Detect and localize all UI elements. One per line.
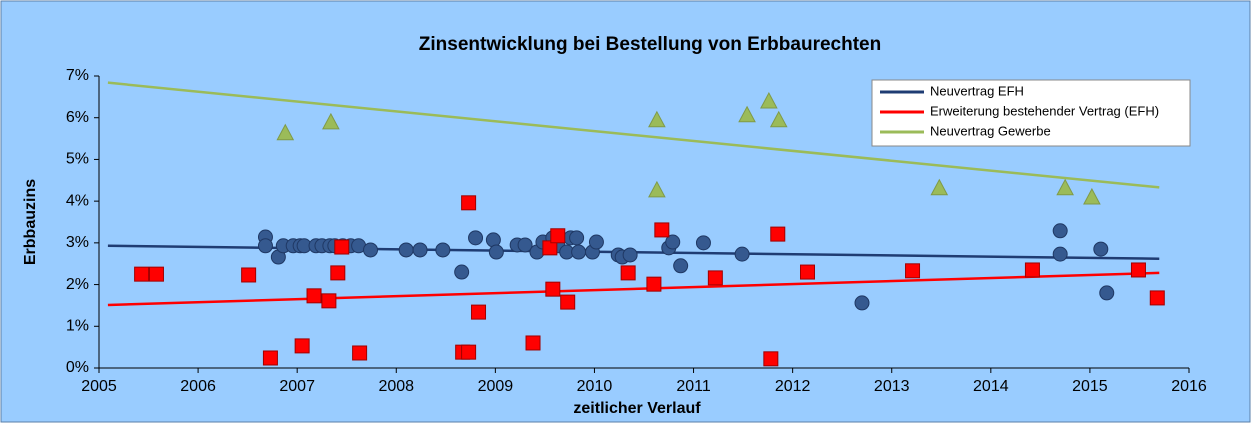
point	[620, 265, 636, 281]
y-tick-label: 7%	[66, 67, 89, 84]
point	[1083, 187, 1101, 205]
legend-label: Erweiterung bestehender Vertrag (EFH)	[930, 103, 1159, 118]
point	[1099, 285, 1115, 301]
point	[707, 270, 723, 286]
trend-line	[107, 81, 1160, 189]
point	[569, 230, 585, 246]
point	[322, 112, 340, 130]
point	[468, 230, 484, 246]
point	[330, 265, 346, 281]
point	[588, 234, 604, 250]
point	[435, 242, 451, 258]
point	[1093, 241, 1109, 257]
point	[550, 228, 566, 244]
point	[241, 267, 257, 283]
point	[1052, 246, 1068, 262]
point	[673, 258, 689, 274]
point	[648, 110, 666, 128]
point	[695, 235, 711, 251]
point	[352, 345, 368, 361]
point	[622, 247, 638, 263]
chart-title: Zinsentwicklung bei Bestellung von Erbba…	[419, 34, 881, 55]
legend-label: Neuvertrag EFH	[930, 83, 1024, 98]
y-tick-label: 2%	[66, 276, 89, 293]
point	[321, 293, 337, 309]
x-tick-label: 2012	[775, 378, 811, 395]
point	[471, 304, 487, 320]
point	[257, 238, 273, 254]
x-tick-label: 2010	[577, 378, 613, 395]
point	[294, 338, 310, 354]
point	[930, 178, 949, 196]
point	[545, 281, 561, 297]
y-axis-label: Erbbauzins	[22, 179, 39, 265]
point	[1056, 178, 1074, 196]
point	[560, 294, 576, 310]
point	[148, 266, 164, 282]
point	[648, 180, 666, 198]
point	[854, 295, 870, 311]
point	[262, 350, 278, 366]
point	[646, 276, 662, 292]
point	[654, 222, 670, 238]
point	[398, 242, 414, 258]
x-tick-label: 2005	[81, 378, 117, 395]
legend-label: Neuvertrag Gewerbe	[930, 123, 1051, 138]
point	[461, 195, 477, 211]
trend-line	[107, 271, 1160, 307]
x-axis-label: zeitlicher Verlauf	[573, 400, 701, 417]
point	[1149, 290, 1165, 306]
point	[770, 226, 786, 242]
x-tick-label: 2008	[378, 378, 414, 395]
point	[488, 244, 504, 260]
x-tick-label: 2013	[874, 378, 910, 395]
point	[1052, 223, 1068, 239]
point	[1024, 262, 1040, 278]
point	[454, 264, 470, 280]
point	[1130, 262, 1146, 278]
x-tick-label: 2007	[279, 378, 315, 395]
point	[517, 237, 533, 253]
x-tick-label: 2011	[676, 378, 711, 395]
point	[665, 234, 681, 250]
point	[525, 335, 541, 351]
point	[412, 242, 428, 258]
x-tick-label: 2006	[180, 378, 216, 395]
x-tick-label: 2009	[478, 378, 514, 395]
x-tick-label: 2016	[1171, 378, 1207, 395]
y-tick-label: 1%	[66, 318, 89, 335]
x-tick-label: 2015	[1072, 378, 1108, 395]
point	[571, 244, 587, 260]
y-tick-label: 5%	[66, 151, 89, 168]
point	[763, 351, 779, 367]
y-tick-label: 0%	[66, 359, 89, 376]
point	[905, 263, 921, 279]
point	[800, 264, 815, 280]
point	[134, 266, 150, 282]
point	[734, 246, 750, 262]
point	[760, 91, 778, 109]
y-tick-label: 3%	[66, 234, 89, 251]
y-tick-label: 4%	[66, 192, 89, 209]
point	[334, 239, 350, 255]
point	[363, 242, 379, 258]
y-tick-label: 6%	[66, 109, 89, 126]
point	[542, 240, 558, 256]
point	[461, 344, 477, 360]
point	[306, 288, 322, 304]
point	[769, 110, 788, 128]
x-tick-label: 2014	[973, 378, 1009, 395]
point	[738, 105, 756, 123]
legend-box	[871, 79, 1191, 147]
point	[276, 123, 295, 141]
